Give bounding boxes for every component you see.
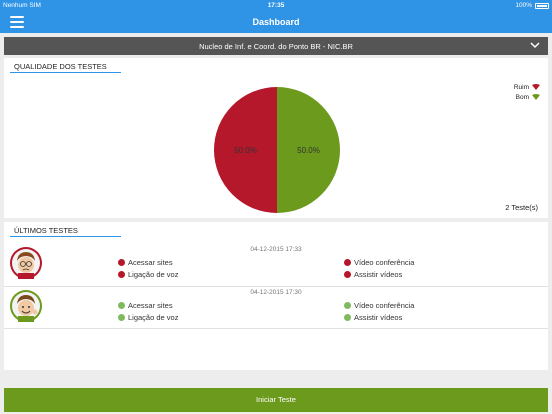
status-right: 100%	[515, 2, 549, 9]
test-item-label: Ligação de voz	[128, 313, 179, 322]
quality-title: QUALIDADE DOS TESTES	[14, 62, 107, 71]
status-dot-icon	[118, 314, 125, 321]
pie-slice-ruim	[214, 87, 277, 213]
test-item: Assistir vídeos	[344, 270, 402, 279]
row-divider	[4, 328, 548, 329]
pie-slice-bom	[277, 87, 340, 213]
latest-title: ÚLTIMOS TESTES	[14, 226, 78, 235]
test-item-label: Acessar sites	[128, 258, 173, 267]
test-item-label: Vídeo conferência	[354, 258, 415, 267]
legend-wifi-icon-bom	[532, 94, 540, 100]
test-item: Assistir vídeos	[344, 313, 402, 322]
test-item-label: Ligação de voz	[128, 270, 179, 279]
test-row[interactable]: 04-12-2015 17:30 Acessar sites Ligação d…	[4, 286, 548, 326]
test-item: Ligação de voz	[118, 313, 178, 322]
provider-selector[interactable]: Nucleo de Inf. e Coord. do Ponto BR - NI…	[4, 37, 548, 55]
status-dot-icon	[118, 302, 125, 309]
battery-percent: 100%	[515, 2, 532, 9]
carrier-label: Nenhum SIM	[3, 2, 41, 9]
test-date: 04-12-2015 17:30	[250, 289, 302, 296]
clock: 17:35	[267, 2, 285, 9]
battery-icon	[535, 2, 549, 9]
legend-label-bom: Bom	[515, 93, 529, 101]
test-item: Acessar sites	[118, 301, 173, 310]
page-title: Dashboard	[252, 17, 300, 27]
test-item-label: Vídeo conferência	[354, 301, 415, 310]
start-test-button[interactable]: Iniciar Teste	[4, 388, 548, 412]
status-bar: Nenhum SIM 17:35 100%	[0, 0, 552, 11]
test-item-label: Acessar sites	[128, 301, 173, 310]
hamburger-menu-icon[interactable]	[10, 16, 24, 28]
status-dot-icon	[344, 259, 351, 266]
test-item: Acessar sites	[118, 258, 173, 267]
test-item: Ligação de voz	[118, 270, 178, 279]
test-count: 2 Teste(s)	[505, 203, 538, 212]
sad-avatar-icon	[10, 247, 42, 279]
latest-tests-card: ÚLTIMOS TESTES 04-12-2015 17:33 Acessar …	[4, 222, 548, 370]
test-item-label: Assistir vídeos	[354, 313, 403, 322]
legend-item-ruim: Ruim	[514, 82, 540, 92]
quality-card: QUALIDADE DOS TESTES 50.0% 50.0% Ruim Bom…	[4, 58, 548, 218]
legend-label-ruim: Ruim	[513, 83, 529, 91]
test-row[interactable]: 04-12-2015 17:33 Acessar sites Ligação d…	[4, 244, 548, 284]
pie-slice-label: 50.0%	[234, 146, 257, 155]
status-dot-icon	[118, 259, 125, 266]
quality-pie-chart: 50.0% 50.0%	[214, 87, 340, 213]
quality-title-underline	[10, 72, 121, 73]
pie-slice-label: 50.0%	[297, 146, 320, 155]
status-dot-icon	[344, 314, 351, 321]
status-dot-icon	[118, 271, 125, 278]
legend-wifi-icon-ruim	[532, 84, 540, 90]
nav-bar: Dashboard	[0, 11, 552, 33]
test-date: 04-12-2015 17:33	[250, 246, 302, 253]
provider-label: Nucleo de Inf. e Coord. do Ponto BR - NI…	[199, 42, 353, 51]
test-item-label: Assistir vídeos	[354, 270, 403, 279]
status-dot-icon	[344, 271, 351, 278]
test-item: Vídeo conferência	[344, 301, 414, 310]
pie-legend: Ruim Bom	[514, 82, 540, 102]
chevron-down-icon	[530, 42, 540, 49]
latest-title-underline	[10, 236, 121, 237]
test-item: Vídeo conferência	[344, 258, 414, 267]
happy-avatar-icon	[10, 290, 42, 322]
status-dot-icon	[344, 302, 351, 309]
legend-item-bom: Bom	[514, 92, 540, 102]
